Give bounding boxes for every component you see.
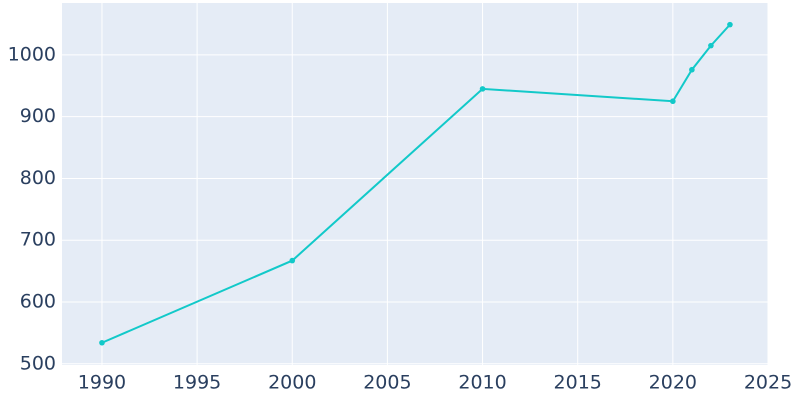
y-tick-label: 600	[20, 290, 56, 312]
x-tick-label: 2005	[363, 372, 411, 394]
x-tick-label: 2000	[268, 372, 316, 394]
plot-area	[62, 3, 768, 365]
y-tick-label: 800	[20, 167, 56, 189]
marker	[689, 66, 695, 73]
y-tick-label: 900	[20, 105, 56, 127]
x-tick-label: 2025	[744, 372, 792, 394]
x-tick-label: 2015	[554, 372, 602, 394]
x-tick-label: 1990	[78, 372, 126, 394]
marker	[708, 42, 714, 49]
y-tick-label: 500	[20, 352, 56, 374]
marker	[289, 257, 296, 264]
x-tick-label: 1995	[173, 372, 221, 394]
marker	[479, 86, 486, 92]
marker	[99, 339, 105, 346]
y-tick-label: 1000	[8, 43, 56, 65]
marker	[670, 98, 676, 105]
x-tick-label: 2010	[458, 372, 506, 394]
y-tick-label: 700	[20, 229, 56, 251]
x-tick-label: 2020	[649, 372, 697, 394]
marker	[727, 21, 733, 28]
